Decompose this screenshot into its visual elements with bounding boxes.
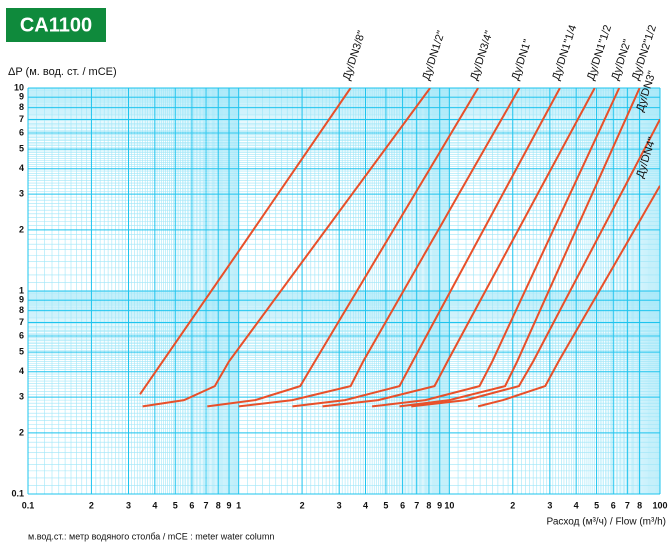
y-tick-label: 9 (19, 92, 24, 102)
y-tick-label: 5 (19, 143, 24, 153)
y-tick-label: 3 (19, 392, 24, 402)
footnote: м.вод.ст.: метр водяного столба / mCE : … (28, 531, 274, 541)
y-tick-label: 0.1 (11, 488, 24, 498)
x-tick-label: 3 (547, 500, 552, 510)
curve-label: Ду/DN1/2" (420, 29, 447, 82)
x-tick-label: 5 (173, 500, 178, 510)
y-tick-label: 7 (19, 317, 24, 327)
curve (411, 118, 660, 408)
x-axis-label: Расход (м³/ч) / Flow (m³/h) (547, 517, 666, 528)
x-tick-label: 2 (300, 500, 305, 510)
y-tick-label: 9 (19, 295, 24, 305)
y-tick-label: 2 (19, 224, 24, 234)
curve (322, 88, 596, 408)
x-tick-label: 8 (216, 500, 221, 510)
y-tick-label: 4 (19, 366, 24, 376)
x-tick-label: 1 (236, 500, 241, 510)
y-tick-label: 4 (19, 163, 24, 173)
curve (139, 88, 352, 395)
x-tick-label: 9 (437, 500, 442, 510)
curve (142, 88, 431, 408)
curve (292, 88, 561, 408)
y-tick-label: 8 (19, 305, 24, 315)
curves (139, 88, 660, 408)
x-tick-label: 5 (594, 500, 599, 510)
x-tick-label: 2 (510, 500, 515, 510)
title-box (6, 8, 106, 42)
x-tick-label: 7 (625, 500, 630, 510)
x-tick-label: 0.1 (22, 500, 35, 510)
x-tick-label: 2 (89, 500, 94, 510)
y-tick-label: 5 (19, 346, 24, 356)
curve-label: Ду/DN1"1/4 (550, 23, 579, 81)
grid (27, 87, 661, 495)
y-tick-label: 10 (14, 82, 24, 92)
curve-label: Ду/DN1" (510, 38, 534, 82)
y-tick-label: 8 (19, 102, 24, 112)
chart-title: CA1100 (20, 14, 92, 36)
y-tick-label: 1 (19, 285, 24, 295)
y-tick-label: 6 (19, 330, 24, 340)
x-tick-label: 7 (204, 500, 209, 510)
curve-label: Ду/DN3/4" (468, 29, 495, 82)
x-tick-label: 4 (574, 500, 579, 510)
x-tick-label: 9 (227, 500, 232, 510)
x-tick-label: 6 (189, 500, 194, 510)
x-tick-label: 3 (126, 500, 131, 510)
x-tick-label: 100 (652, 500, 667, 510)
x-tick-label: 4 (363, 500, 368, 510)
y-axis-label: ΔP (м. вод. ст. / mCE) (8, 66, 117, 78)
y-tick-label: 3 (19, 189, 24, 199)
y-tick-label: 2 (19, 427, 24, 437)
curve (238, 88, 521, 408)
x-tick-label: 5 (383, 500, 388, 510)
x-tick-label: 6 (611, 500, 616, 510)
curve (371, 88, 621, 408)
curve (207, 88, 479, 408)
curve (399, 88, 641, 408)
curve-label: Ду/DN1"1/2 (585, 23, 614, 81)
y-tick-label: 7 (19, 114, 24, 124)
y-tick-label: 6 (19, 127, 24, 137)
x-tick-label: 7 (414, 500, 419, 510)
x-tick-label: 6 (400, 500, 405, 510)
x-tick-label: 8 (637, 500, 642, 510)
x-tick-label: 10 (444, 500, 454, 510)
curve (477, 185, 660, 408)
x-tick-label: 8 (426, 500, 431, 510)
x-tick-label: 3 (337, 500, 342, 510)
curve-label: Ду/DN3/8" (341, 29, 368, 82)
x-tick-label: 4 (152, 500, 157, 510)
